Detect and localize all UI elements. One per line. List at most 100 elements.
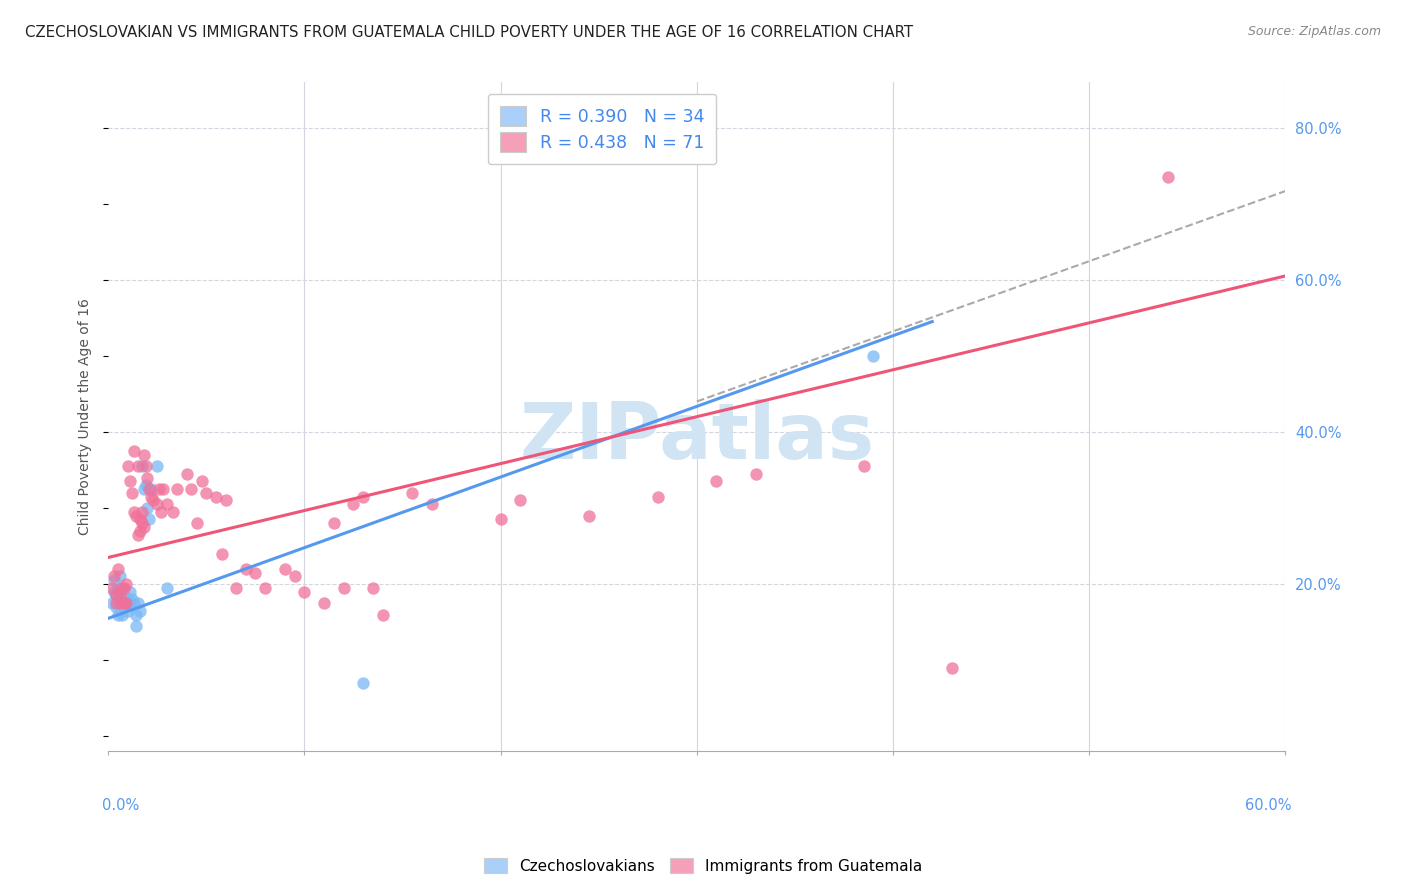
Point <box>112 581 135 595</box>
Point <box>127 527 149 541</box>
Point <box>117 596 139 610</box>
Point <box>131 516 153 531</box>
Point <box>105 589 128 603</box>
Text: CZECHOSLOVAKIAN VS IMMIGRANTS FROM GUATEMALA CHILD POVERTY UNDER THE AGE OF 16 C: CZECHOSLOVAKIAN VS IMMIGRANTS FROM GUATE… <box>25 25 914 40</box>
Point <box>117 604 139 618</box>
Point <box>195 485 218 500</box>
Point <box>136 470 159 484</box>
Point <box>191 475 214 489</box>
Point <box>176 467 198 481</box>
Point <box>148 482 170 496</box>
Text: 60.0%: 60.0% <box>1244 798 1291 814</box>
Point <box>215 493 238 508</box>
Point <box>107 581 129 595</box>
Point <box>134 459 156 474</box>
Point <box>121 485 143 500</box>
Point <box>125 619 148 633</box>
Point <box>132 520 155 534</box>
Point <box>111 581 134 595</box>
Point <box>146 497 169 511</box>
Point <box>118 596 141 610</box>
Point <box>852 459 875 474</box>
Point <box>108 589 131 603</box>
Point <box>138 482 160 496</box>
Point <box>105 596 128 610</box>
Point <box>112 589 135 603</box>
Point <box>138 512 160 526</box>
Point <box>103 574 125 588</box>
Point <box>131 459 153 474</box>
Point <box>122 505 145 519</box>
Point <box>141 490 163 504</box>
Point <box>128 512 150 526</box>
Y-axis label: Child Poverty Under the Age of 16: Child Poverty Under the Age of 16 <box>79 298 93 535</box>
Point <box>132 448 155 462</box>
Point <box>111 596 134 610</box>
Point <box>401 485 423 500</box>
Point <box>332 581 354 595</box>
Point <box>122 596 145 610</box>
Point <box>180 482 202 496</box>
Point <box>108 584 131 599</box>
Text: Source: ZipAtlas.com: Source: ZipAtlas.com <box>1247 25 1381 38</box>
Point <box>103 569 125 583</box>
Point <box>121 592 143 607</box>
Point <box>115 596 138 610</box>
Point <box>127 596 149 610</box>
Point <box>706 475 728 489</box>
Point <box>128 524 150 538</box>
Point <box>294 584 316 599</box>
Point <box>225 581 247 595</box>
Point <box>146 459 169 474</box>
Point <box>111 607 134 622</box>
Point <box>371 607 394 622</box>
Point <box>166 482 188 496</box>
Point <box>115 577 138 591</box>
Point <box>150 505 173 519</box>
Point <box>162 505 184 519</box>
Legend: Czechoslovakians, Immigrants from Guatemala: Czechoslovakians, Immigrants from Guatem… <box>478 852 928 880</box>
Point <box>107 592 129 607</box>
Point <box>862 349 884 363</box>
Point <box>101 581 124 595</box>
Point <box>322 516 344 531</box>
Point <box>312 596 335 610</box>
Point <box>352 676 374 690</box>
Point <box>125 607 148 622</box>
Point <box>136 501 159 516</box>
Point <box>132 482 155 496</box>
Point <box>342 497 364 511</box>
Point <box>509 493 531 508</box>
Point <box>103 584 125 599</box>
Point <box>235 562 257 576</box>
Point <box>284 569 307 583</box>
Point <box>105 589 128 603</box>
Point <box>420 497 443 511</box>
Point <box>128 604 150 618</box>
Point <box>131 505 153 519</box>
Point <box>1157 169 1180 184</box>
Legend: R = 0.390   N = 34, R = 0.438   N = 71: R = 0.390 N = 34, R = 0.438 N = 71 <box>488 94 717 164</box>
Point <box>647 490 669 504</box>
Point <box>108 569 131 583</box>
Point <box>134 478 156 492</box>
Point <box>744 467 766 481</box>
Point <box>117 459 139 474</box>
Point <box>125 508 148 523</box>
Point <box>156 581 179 595</box>
Text: ZIPatlas: ZIPatlas <box>519 399 875 475</box>
Point <box>115 596 138 610</box>
Point <box>152 482 174 496</box>
Point <box>186 516 208 531</box>
Point <box>108 596 131 610</box>
Point <box>142 493 165 508</box>
Point <box>211 547 233 561</box>
Point <box>156 497 179 511</box>
Point <box>118 584 141 599</box>
Point <box>361 581 384 595</box>
Point <box>941 661 963 675</box>
Point <box>101 596 124 610</box>
Point <box>127 459 149 474</box>
Point <box>352 490 374 504</box>
Text: 0.0%: 0.0% <box>103 798 139 814</box>
